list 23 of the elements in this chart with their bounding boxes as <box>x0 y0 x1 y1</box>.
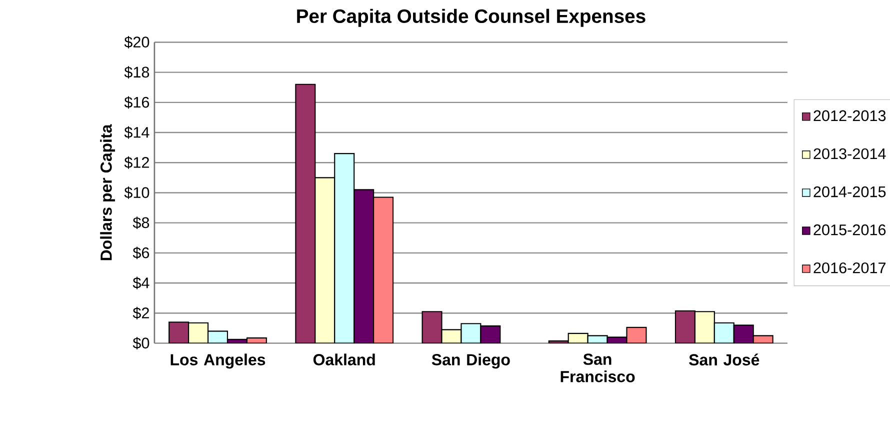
y-tick-label: $14 <box>124 126 150 139</box>
x-tick-label: Los Angeles <box>170 354 266 369</box>
y-tick-label: $10 <box>124 186 150 199</box>
y-tick-label: $6 <box>132 246 150 260</box>
x-tick-label: San Diego <box>432 354 510 369</box>
legend-label: 2016-2017 <box>814 262 886 274</box>
y-tick-label: $4 <box>132 276 150 290</box>
y-tick-label: $18 <box>124 66 150 79</box>
y-tick-label: $2 <box>132 306 149 320</box>
y-tick-label: $8 <box>132 216 150 230</box>
y-tick-label: $0 <box>132 337 150 350</box>
x-tick-label: San Francisco <box>560 354 635 382</box>
chart-title: Per Capita Outside Counsel Expenses <box>297 8 646 27</box>
x-tick-label: San José <box>689 354 760 366</box>
legend-label: 2013-2014 <box>814 148 886 160</box>
legend-label: 2015-2016 <box>814 224 886 236</box>
legend-label: 2014-2015 <box>814 186 886 198</box>
y-tick-label: $12 <box>124 156 149 169</box>
legend-label: 2012-2013 <box>814 110 886 122</box>
y-axis-title: Dollars per Capita <box>100 124 116 260</box>
y-tick-label: $16 <box>124 96 150 109</box>
x-tick-label: Oakland <box>313 354 375 366</box>
y-tick-label: $20 <box>124 36 150 48</box>
